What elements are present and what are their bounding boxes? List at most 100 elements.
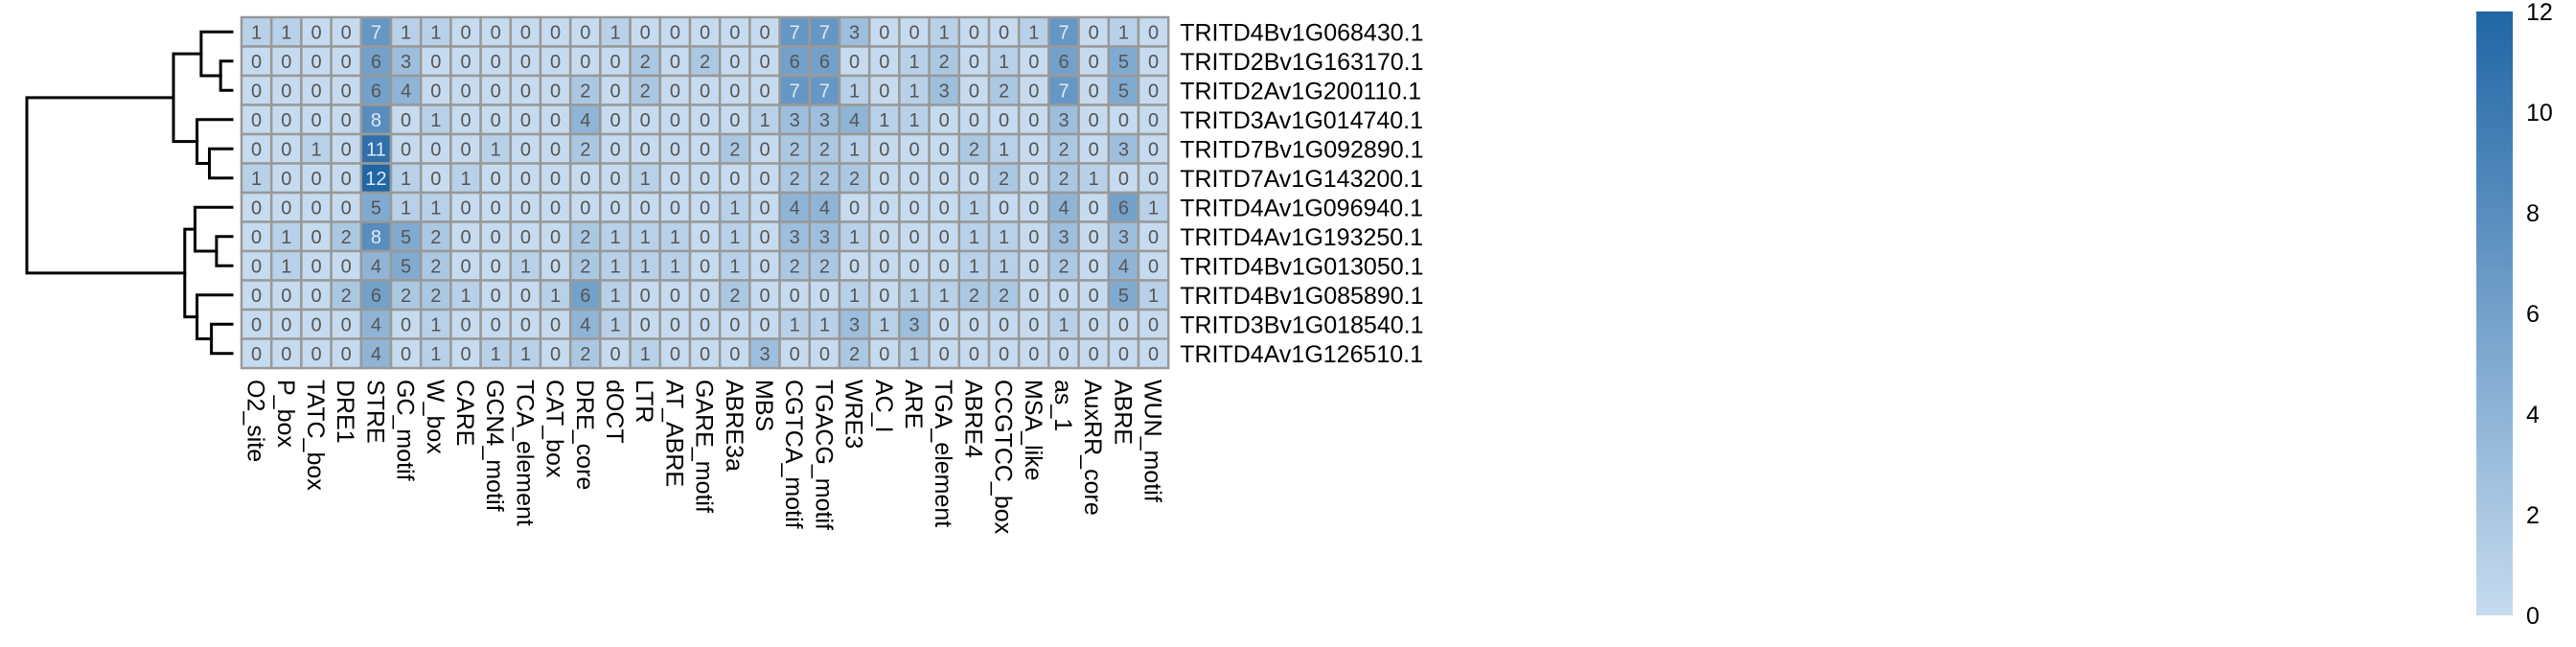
legend-tick-label: 10	[2526, 100, 2553, 127]
heatmap-cell	[778, 279, 812, 312]
cell-value-label: 0	[700, 22, 710, 43]
row-label: TRITD4Av1G126510.1	[1180, 341, 1423, 368]
column-label: DRE1	[332, 380, 358, 444]
cell-value-label: 2	[819, 139, 830, 160]
heatmap-cell	[867, 337, 901, 370]
cell-value-label: 3	[1058, 227, 1069, 248]
heatmap-cell	[1137, 45, 1170, 78]
cell-value-label: 0	[969, 81, 979, 102]
cell-value-label: 0	[1089, 314, 1099, 335]
cell-value-label: 2	[790, 139, 800, 160]
dendrogram-branch	[196, 118, 234, 165]
cell-value-label: 1	[908, 110, 919, 131]
cell-value-label: 6	[1058, 52, 1069, 73]
cell-value-label: 0	[401, 344, 411, 365]
cell-value-label: 0	[640, 110, 651, 131]
cell-value-label: 1	[520, 344, 531, 365]
cell-value-label: 0	[281, 52, 291, 73]
cell-value-label: 0	[1028, 169, 1039, 190]
cell-value-label: 0	[281, 286, 291, 307]
row-label: TRITD7Av1G143200.1	[1180, 166, 1423, 193]
cell-value-label: 0	[1148, 256, 1159, 277]
cell-value-label: 0	[1089, 197, 1099, 219]
cell-value-label: 0	[908, 169, 919, 190]
cell-value-label: 4	[1118, 256, 1129, 277]
heatmap-cell	[987, 220, 1021, 253]
cell-value-label: 4	[819, 197, 830, 219]
heatmap-cell	[568, 104, 602, 136]
cell-value-label: 0	[341, 52, 352, 73]
heatmap-cell	[658, 45, 692, 78]
cell-value-label: 4	[371, 256, 381, 277]
heatmap-cell	[838, 249, 871, 282]
legend-tick-label: 8	[2526, 200, 2540, 227]
legend-tick-label: 2	[2526, 502, 2540, 529]
cell-value-label: 0	[1148, 139, 1159, 160]
column-label: O2_site	[242, 380, 269, 462]
heatmap-cell	[449, 279, 482, 312]
cell-value-label: 0	[401, 110, 411, 131]
cell-value-label: 0	[819, 286, 830, 307]
heatmap-cell	[389, 74, 423, 106]
cell-value-label: 0	[491, 81, 501, 102]
cell-value-label: 1	[610, 256, 620, 277]
cell-value-label: 0	[1028, 139, 1039, 160]
cell-value-label: 1	[430, 344, 441, 365]
heatmap-cell	[808, 162, 841, 195]
heatmap-cell	[718, 15, 751, 48]
cell-value-label: 0	[310, 197, 321, 219]
cell-value-label: 1	[879, 110, 889, 131]
cell-value-label: 0	[790, 344, 800, 365]
cell-value-label: 1	[430, 314, 441, 335]
heatmap-cell	[748, 337, 781, 370]
cell-value-label: 0	[341, 139, 352, 160]
cell-value-label: 0	[550, 197, 561, 219]
heatmap-cell	[718, 279, 751, 312]
cell-value-label: 8	[371, 227, 381, 248]
heatmap-cell	[359, 308, 393, 340]
cell-value-label: 0	[939, 314, 950, 335]
cell-value-label: 0	[1148, 169, 1159, 190]
cell-value-label: 1	[908, 344, 919, 365]
cell-value-label: 0	[1028, 286, 1039, 307]
cell-value-label: 0	[460, 314, 471, 335]
heatmap-cell	[568, 191, 602, 223]
cell-value-label: 0	[729, 110, 740, 131]
cell-value-label: 0	[550, 169, 561, 190]
cell-value-label: 0	[430, 169, 441, 190]
heatmap-cell	[359, 191, 393, 223]
heatmap-cell	[1047, 45, 1080, 78]
cell-value-label: 0	[908, 227, 919, 248]
cell-value-label: 1	[1148, 197, 1159, 219]
heatmap-cell	[867, 132, 901, 165]
cell-value-label: 0	[310, 110, 321, 131]
cell-value-label: 2	[819, 256, 830, 277]
cell-value-label: 0	[670, 52, 680, 73]
cell-value-label: 6	[819, 52, 830, 73]
cell-value-label: 7	[1058, 81, 1069, 102]
cell-value-label: 6	[371, 286, 381, 307]
cell-value-label: 5	[1118, 52, 1129, 73]
heatmap-cell	[778, 132, 812, 165]
cell-value-label: 0	[879, 139, 889, 160]
cell-value-label: 0	[460, 110, 471, 131]
cell-value-label: 0	[550, 22, 561, 43]
cell-value-label: 7	[819, 22, 830, 43]
cell-value-label: 0	[491, 227, 501, 248]
cell-value-label: 0	[969, 22, 979, 43]
heatmap-cell	[1047, 249, 1080, 282]
cell-value-label: 0	[759, 52, 770, 73]
heatmap-cell	[300, 337, 333, 370]
cell-value-label: 3	[939, 81, 950, 102]
cell-value-label: 2	[790, 169, 800, 190]
cell-value-label: 3	[849, 22, 860, 43]
cell-value-label: 2	[999, 81, 1009, 102]
legend-tick-label: 4	[2526, 402, 2540, 428]
color-legend: 0 2 4 6 8 10 12	[2476, 0, 2553, 630]
cell-value-label: 4	[401, 81, 411, 102]
heatmap-cell	[240, 249, 273, 282]
cell-value-label: 7	[371, 22, 381, 43]
heatmap-cell	[1137, 15, 1170, 48]
cell-value-label: 0	[729, 314, 740, 335]
